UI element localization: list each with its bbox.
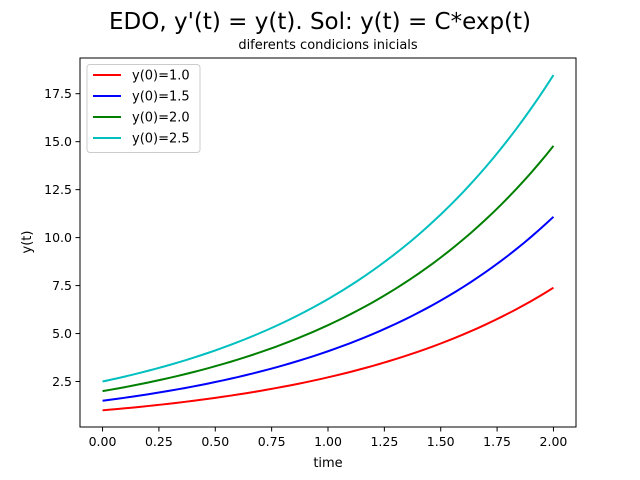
chart-title: EDO, y'(t) = y(t). Sol: y(t) = C*exp(t) [109,9,531,35]
y-tick-label: 2.5 [52,374,72,389]
y-tick-label: 5.0 [52,326,72,341]
series-line-3 [102,145,555,393]
x-tick-label: 1.00 [314,434,342,449]
y-tick-label: 7.5 [52,278,72,293]
x-axis-label: time [313,456,342,471]
x-tick-label: 1.75 [483,434,511,449]
legend-label: y(0)=2.5 [132,132,190,147]
x-tick-label: 1.50 [427,434,455,449]
legend-box [86,64,201,153]
series-line-4 [102,74,555,383]
chart-subtitle: diferents condicions inicials [238,38,418,53]
y-tick-label: 15.0 [44,134,72,149]
legend: y(0)=1.0 y(0)=1.5 y(0)=2.0 y(0)=2.5 [86,64,201,153]
y-tick-label: 12.5 [44,182,72,197]
y-tick-label: 17.5 [44,86,72,101]
x-tick-label: 0.00 [89,434,117,449]
series-line-1 [102,286,554,412]
series-line-2 [102,216,555,402]
x-axis: 0.00 0.25 0.50 0.75 1.00 1.25 1.50 1.75 2.00 [89,427,568,449]
x-tick-label: 0.75 [258,434,286,449]
y-axis: 2.5 5.0 7.5 10.0 12.5 15.0 17.5 [44,86,80,389]
legend-label: y(0)=2.0 [132,111,190,126]
y-axis-label: y(t) [20,231,35,254]
y-tick-label: 10.0 [44,230,72,245]
x-tick-label: 1.25 [370,434,398,449]
plot-area [102,74,555,412]
x-tick-label: 0.50 [201,434,229,449]
x-tick-label: 2.00 [540,434,568,449]
x-tick-label: 0.25 [145,434,173,449]
legend-label: y(0)=1.0 [132,69,190,84]
legend-label: y(0)=1.5 [132,90,190,105]
